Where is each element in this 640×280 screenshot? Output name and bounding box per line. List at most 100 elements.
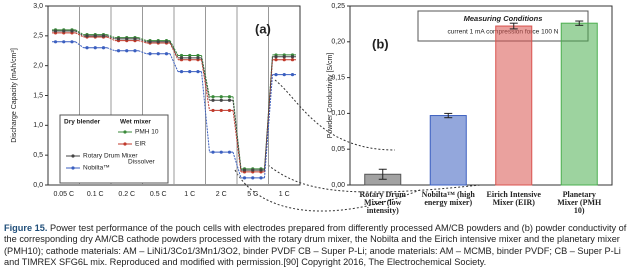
marker	[227, 98, 232, 102]
bar	[560, 22, 598, 186]
marker	[70, 40, 74, 44]
step-connector	[232, 96, 242, 169]
step-connector	[232, 100, 242, 171]
step-connector	[138, 50, 147, 55]
marker	[85, 46, 89, 50]
marker	[101, 46, 106, 50]
x-tick-label: Nobilta™ (high energy mixer)	[421, 190, 475, 207]
legend-marker	[123, 130, 127, 134]
y-tick-label: 2,0	[33, 63, 43, 70]
marker	[211, 95, 215, 99]
legend-label: PMH 10	[135, 129, 159, 136]
panel-label: (b)	[372, 36, 389, 51]
marker	[148, 52, 152, 56]
x-tick-label: 0.5 C	[150, 191, 167, 198]
marker	[188, 70, 192, 74]
caption: Figure 15. Power test performance of the…	[4, 223, 636, 269]
y-tick-label: 0,10	[331, 110, 345, 117]
y-tick-label: 0,5	[33, 152, 43, 159]
marker	[227, 95, 232, 99]
marker	[290, 55, 295, 59]
step-connector	[264, 74, 273, 178]
marker	[282, 73, 286, 77]
marker	[93, 34, 97, 38]
marker	[219, 95, 223, 99]
legend-marker	[123, 142, 127, 146]
legend-marker	[71, 166, 75, 170]
step-connector	[264, 56, 273, 171]
connector	[234, 169, 421, 212]
marker	[227, 108, 232, 113]
marker	[242, 168, 247, 172]
y-tick-label: 0,00	[331, 182, 345, 189]
y-tick-label: 1,5	[33, 92, 43, 99]
step-connector	[106, 47, 116, 52]
y-tick-label: 0,05	[331, 146, 345, 153]
marker	[179, 53, 184, 58]
marker	[251, 168, 255, 172]
marker	[259, 168, 263, 172]
box-title: Measuring Conditions	[464, 14, 543, 23]
panel-label: (a)	[255, 21, 271, 36]
marker	[227, 150, 232, 154]
marker	[148, 40, 152, 44]
bar	[495, 25, 533, 186]
marker	[196, 56, 200, 60]
marker	[164, 40, 169, 44]
marker	[125, 37, 129, 41]
marker	[101, 34, 106, 38]
marker	[290, 58, 295, 62]
plot-area	[349, 5, 613, 186]
y-tick-label: 0,0	[33, 182, 43, 189]
marker	[219, 98, 223, 102]
marker	[53, 40, 58, 44]
y-tick-label: 0,25	[331, 3, 345, 10]
marker	[116, 49, 121, 53]
step-connector	[201, 71, 210, 153]
marker	[242, 176, 247, 180]
step-connector	[75, 32, 84, 38]
marker	[219, 108, 223, 113]
marker	[274, 55, 278, 59]
y-axis-title: Powder Conductivity [S/cm]	[327, 53, 334, 139]
marker	[196, 53, 200, 58]
legend-label: EIR	[135, 141, 146, 148]
marker	[282, 58, 286, 62]
step-connector	[138, 40, 147, 44]
x-tick-label: 1 C	[184, 191, 195, 198]
x-tick-label: 5 C	[247, 191, 258, 198]
marker	[133, 37, 137, 41]
x-tick-label: Planetary Mixer (PMH 10)	[557, 190, 602, 215]
marker	[290, 73, 295, 77]
y-tick-label: 1,0	[33, 122, 43, 129]
step-connector	[169, 53, 179, 72]
step-connector	[232, 152, 242, 178]
x-tick-label: 2 C	[216, 191, 227, 198]
marker	[62, 29, 66, 33]
marker	[164, 52, 169, 56]
marker	[196, 70, 200, 74]
y-tick-label: 2,5	[33, 33, 43, 40]
step-connector	[138, 37, 147, 42]
marker	[156, 52, 160, 56]
marker	[219, 150, 223, 154]
x-tick-label: 0.05 C	[53, 191, 74, 198]
step-connector	[138, 38, 147, 43]
marker	[179, 56, 184, 60]
marker	[282, 55, 286, 59]
step-connector	[169, 42, 179, 60]
y-axis-title: Discharge Capacity [mAh/cm²]	[11, 48, 18, 143]
caption-text: Power test performance of the pouch cell…	[4, 223, 627, 268]
marker	[85, 34, 89, 38]
marker	[188, 53, 192, 58]
legend-label: Nobilta™	[83, 165, 110, 172]
x-tick-label: Rotary Drum Mixer (low intensity)	[359, 190, 406, 215]
marker	[211, 98, 215, 102]
marker	[53, 29, 58, 33]
marker	[116, 37, 121, 41]
y-tick-label: 3,0	[33, 3, 43, 10]
marker	[156, 40, 160, 44]
marker	[211, 108, 215, 113]
legend-label: Rotary Drum Mixer	[83, 153, 138, 160]
step-connector	[75, 41, 84, 49]
